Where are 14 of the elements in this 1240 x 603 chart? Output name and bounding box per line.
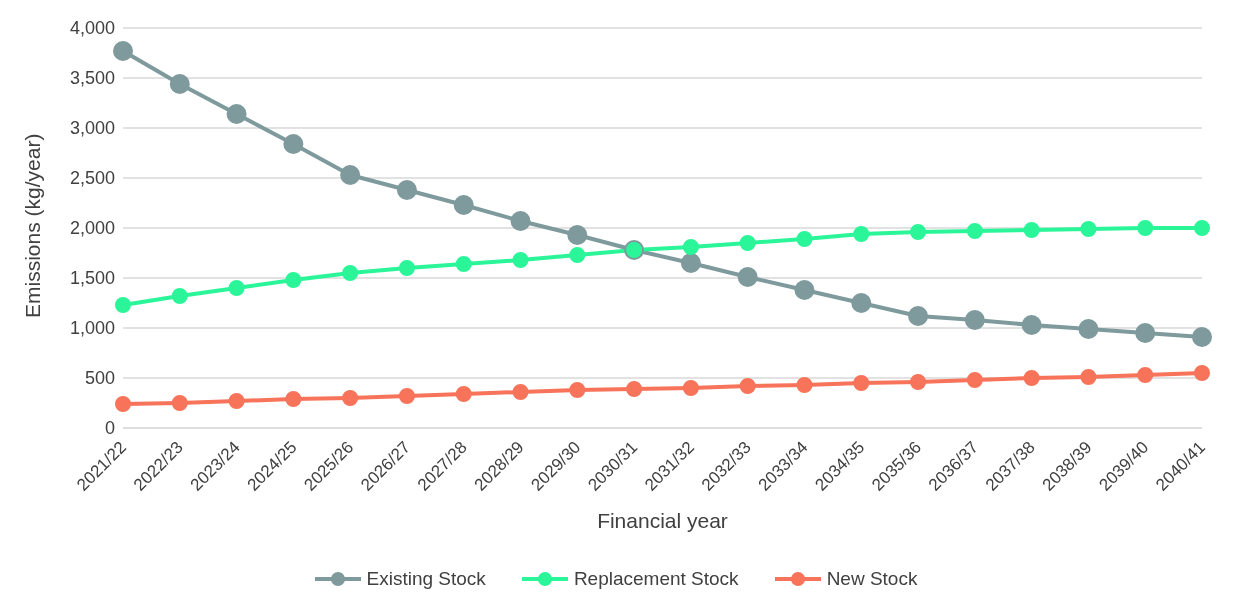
y-tick-label: 1,000 [69, 318, 115, 339]
legend-label: New Stock [825, 568, 918, 590]
legend-label: Replacement Stock [572, 568, 739, 590]
y-axis-title: Emissions (kg/year) [21, 133, 45, 318]
y-tick-label: 4,000 [69, 18, 115, 39]
y-tick-label: 3,500 [69, 68, 115, 89]
y-tick-label: 3,000 [69, 118, 115, 139]
y-tick-label: 500 [84, 368, 115, 389]
x-axis-title: Financial year [597, 509, 728, 532]
legend-label: Existing Stock [365, 568, 486, 590]
y-tick-label: 2,000 [69, 218, 115, 239]
y-tick-label: 0 [104, 418, 115, 439]
y-tick-label: 1,500 [69, 268, 115, 289]
y-tick-label: 2,500 [69, 168, 115, 189]
